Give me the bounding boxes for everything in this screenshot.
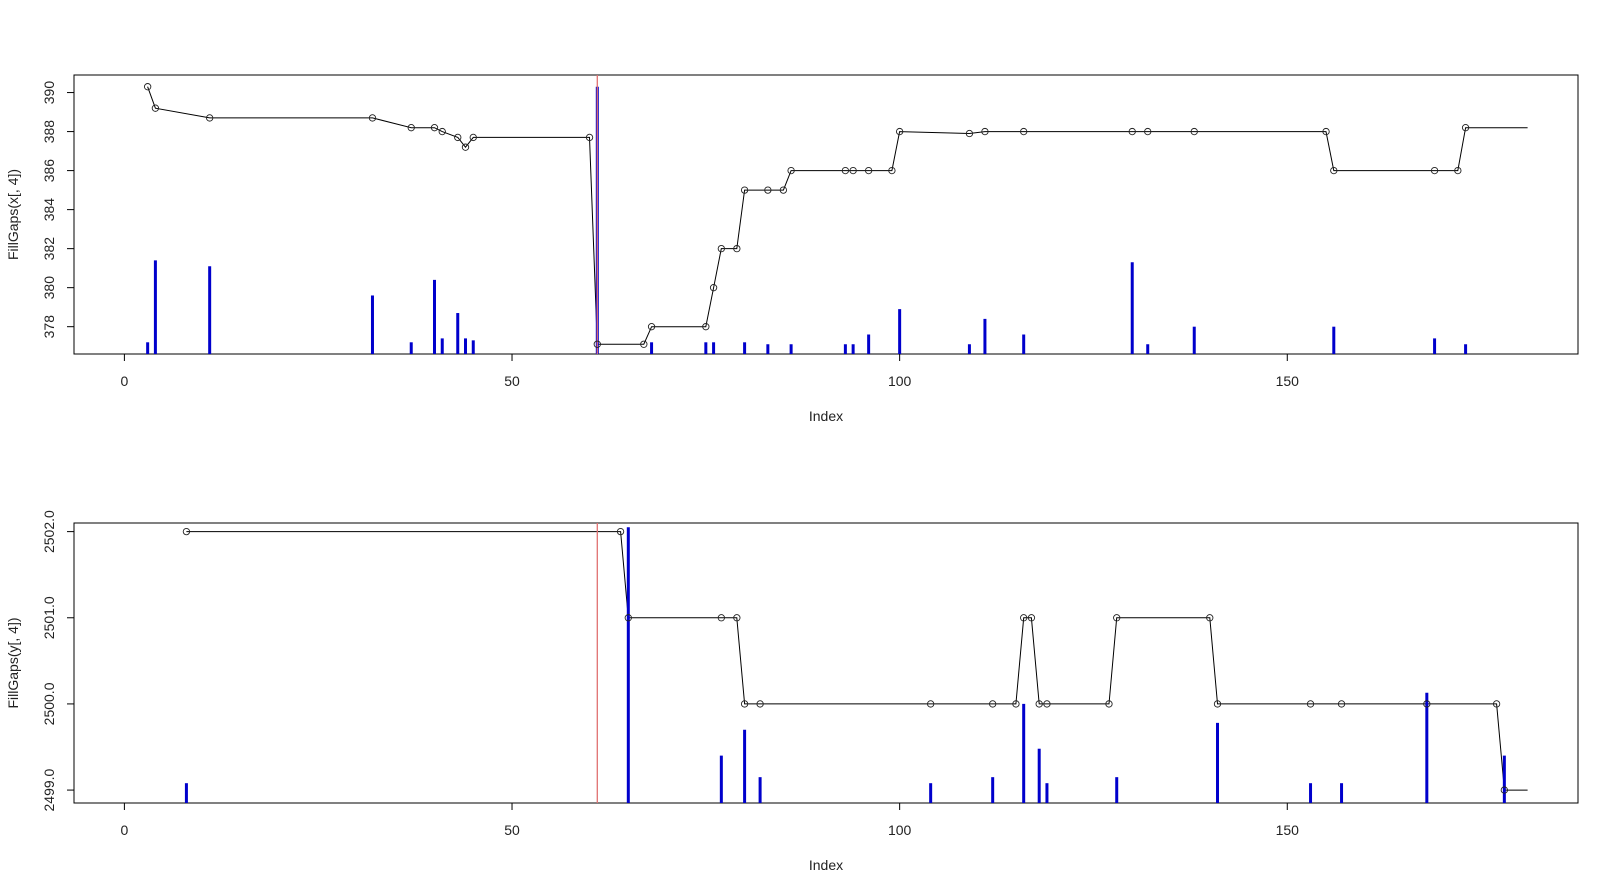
y-tick-label: 378 (41, 315, 57, 339)
data-point (740, 186, 749, 194)
data-point (1020, 614, 1028, 622)
plot-frame (73, 522, 1579, 804)
data-point (764, 186, 772, 194)
data-point (1337, 700, 1346, 708)
data-point (756, 700, 764, 708)
data-point (927, 700, 935, 708)
data-point (717, 614, 725, 622)
data-point (1043, 700, 1051, 708)
x-axis-label: Index (809, 857, 843, 873)
data-point (702, 323, 710, 331)
data-point (368, 114, 377, 122)
data-point (981, 127, 989, 136)
x-tick-label: 0 (120, 822, 128, 838)
data-point (733, 614, 741, 622)
top-panel-x: 0 50 100 150 378 380 382 384 386 388 390 Index FillG… (5, 74, 1579, 424)
data-point (1035, 700, 1043, 708)
data-point (640, 340, 648, 348)
data-point (430, 124, 439, 132)
data-point (733, 244, 741, 253)
y-tick-label: 384 (41, 198, 57, 222)
y-axis-label: FillGaps(y[, 4]) (5, 617, 21, 708)
y-tick-label: 380 (41, 276, 57, 300)
x-axis-label: Index (809, 408, 843, 424)
y-axis-label: FillGaps(x[, 4]) (5, 169, 21, 260)
data-point (895, 127, 904, 136)
data-point (1322, 127, 1330, 136)
x-tick-label: 50 (504, 822, 520, 838)
data-point (717, 244, 725, 253)
data-point (1027, 614, 1036, 622)
y-tick-label: 2502.0 (41, 510, 57, 553)
series-line (147, 86, 1528, 345)
data-point (1500, 786, 1509, 794)
data-point (779, 186, 788, 194)
data-point (461, 143, 470, 151)
data-point (143, 83, 152, 91)
data-point (1213, 700, 1222, 708)
data-point (989, 700, 997, 708)
bottom-panel-y: 0 50 100 150 2499.0 2500.0 2501.0 2502.0 Index Fi… (5, 510, 1579, 873)
data-point (647, 323, 656, 331)
data-point (1492, 700, 1501, 708)
data-point (841, 166, 850, 175)
y-tick-label: 382 (41, 237, 57, 261)
data-point (965, 129, 974, 138)
data-point (438, 127, 446, 136)
data-point (1113, 614, 1121, 622)
x-tick-label: 0 (120, 373, 128, 389)
x-tick-label: 100 (888, 373, 912, 389)
x-tick-label: 150 (1276, 373, 1300, 389)
data-point (1190, 127, 1198, 136)
y-tick-label: 390 (41, 81, 57, 105)
data-point (1128, 127, 1136, 136)
data-point (1430, 166, 1439, 175)
data-point (1020, 127, 1028, 136)
data-point (585, 133, 594, 142)
y-tick-label: 386 (41, 159, 57, 183)
data-point (1306, 700, 1315, 708)
y-tick-label: 2500.0 (41, 682, 57, 725)
data-point (593, 340, 601, 348)
data-point (616, 527, 625, 536)
data-point (1206, 614, 1214, 622)
data-point (206, 114, 214, 122)
y-tick-label: 2499.0 (41, 768, 57, 811)
data-point (1105, 700, 1113, 708)
data-point (740, 700, 749, 708)
x-tick-label: 50 (504, 373, 520, 389)
data-point (787, 166, 795, 175)
data-point (849, 166, 857, 175)
data-point (1012, 700, 1020, 708)
x-tick-label: 150 (1276, 822, 1300, 838)
data-point (469, 133, 477, 142)
data-point (864, 166, 873, 175)
data-point (1454, 166, 1462, 175)
data-point (1330, 166, 1338, 175)
series-line (186, 531, 1528, 791)
data-point (624, 614, 632, 622)
y-tick-label: 388 (41, 120, 57, 144)
x-tick-label: 100 (888, 822, 912, 838)
data-point (709, 284, 718, 292)
data-point (888, 166, 896, 175)
plot-frame (73, 74, 1579, 355)
data-point (1461, 124, 1470, 132)
data-point (151, 104, 160, 112)
data-point (407, 124, 415, 132)
data-point (1423, 700, 1431, 708)
data-point (182, 527, 191, 536)
data-point (454, 133, 462, 142)
y-tick-label: 2501.0 (41, 596, 57, 639)
data-point (1144, 127, 1152, 136)
